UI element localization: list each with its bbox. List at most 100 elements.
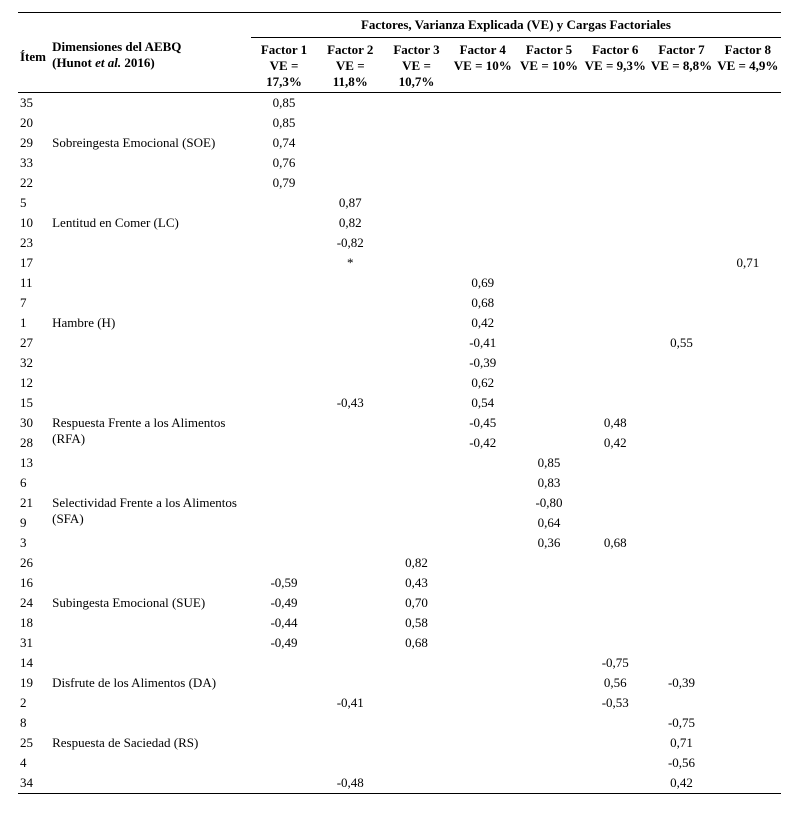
loading-cell-f5 [516,253,582,273]
loading-cell-f6 [582,373,648,393]
loading-cell-f7 [648,133,714,153]
dimension-empty [50,713,251,733]
loading-cell-f4 [450,633,516,653]
loading-cell-f7 [648,233,714,253]
loading-cell-f8 [715,453,781,473]
item-cell: 8 [18,713,50,733]
factor-name: Factor 3 [385,42,447,58]
loading-cell-f4 [450,113,516,133]
item-cell: 32 [18,353,50,373]
dimension-empty [50,653,251,673]
loading-cell-f2 [317,713,383,733]
loading-cell-f3 [383,753,449,773]
loading-cell-f8 [715,513,781,533]
loading-cell-f4 [450,713,516,733]
loading-cell-f2: -0,48 [317,773,383,794]
loading-cell-f1 [251,353,317,373]
item-cell: 31 [18,633,50,653]
loading-cell-f8 [715,413,781,433]
loading-cell-f7 [648,393,714,413]
loading-cell-f7: 0,55 [648,333,714,353]
table-row: 350,85 [18,93,781,114]
loading-cell-f3 [383,473,449,493]
loading-cell-f5 [516,433,582,453]
loading-cell-f2: * [317,253,383,273]
loading-cell-f2: -0,82 [317,233,383,253]
loading-cell-f8 [715,473,781,493]
item-cell: 29 [18,133,50,153]
loading-cell-f3 [383,773,449,794]
loading-cell-f2 [317,493,383,513]
dim-line2-suffix: 2016) [121,55,155,70]
factor-ve: VE = 10,7% [385,58,447,90]
loading-cell-f4 [450,133,516,153]
factor-header-7: Factor 7VE = 8,8% [648,38,714,93]
factors-span-title: Factores, Varianza Explicada (VE) y Carg… [361,17,671,32]
loading-cell-f2 [317,453,383,473]
loading-cell-f2: -0,41 [317,693,383,713]
loading-cell-f2 [317,293,383,313]
loading-cell-f4 [450,673,516,693]
loading-cell-f8 [715,673,781,693]
loading-cell-f7 [648,513,714,533]
loading-cell-f8 [715,133,781,153]
loading-cell-f4: 0,42 [450,313,516,333]
loading-cell-f5: 0,85 [516,453,582,473]
loading-cell-f5 [516,213,582,233]
dimension-label: Selectividad Frente a los Alimentos (SFA… [50,493,251,553]
factor-ve: VE = 9,3% [584,58,646,74]
table-row: 29Sobreingesta Emocional (SOE)0,74 [18,133,781,153]
item-cell: 27 [18,333,50,353]
loading-cell-f3 [383,273,449,293]
loading-cell-f7 [648,693,714,713]
item-cell: 4 [18,753,50,773]
factor-name: Factor 7 [650,42,712,58]
loading-cell-f3 [383,493,449,513]
loading-cell-f3 [383,173,449,193]
loading-cell-f2: 0,82 [317,213,383,233]
loading-cell-f7 [648,453,714,473]
loading-cell-f7 [648,93,714,114]
loading-cell-f2: 0,87 [317,193,383,213]
loading-cell-f7 [648,253,714,273]
loading-cell-f2: -0,43 [317,393,383,413]
loading-cell-f4 [450,753,516,773]
factor-name: Factor 5 [518,42,580,58]
loading-cell-f3 [383,733,449,753]
loading-cell-f1 [251,273,317,293]
loading-cell-f8 [715,233,781,253]
loading-cell-f7: -0,56 [648,753,714,773]
loading-cell-f2 [317,373,383,393]
item-cell: 34 [18,773,50,794]
table-row: 16-0,590,43 [18,573,781,593]
loading-cell-f8 [715,313,781,333]
loading-cell-f1: -0,59 [251,573,317,593]
dimension-empty [50,573,251,593]
loading-cell-f8 [715,633,781,653]
loading-cell-f1 [251,653,317,673]
item-cell: 17 [18,253,50,273]
dimension-empty [50,113,251,133]
table-row: 24Subingesta Emocional (SUE)-0,490,70 [18,593,781,613]
dim-line2-prefix: (Hunot [52,55,95,70]
loading-cell-f8 [715,113,781,133]
loading-cell-f7 [648,213,714,233]
loading-cell-f6 [582,153,648,173]
loading-cell-f8 [715,493,781,513]
loading-cell-f6 [582,713,648,733]
loading-cell-f7 [648,573,714,593]
loading-cell-f1 [251,733,317,753]
loading-cell-f8 [715,373,781,393]
dimension-empty [50,93,251,114]
dimension-label: Hambre (H) [50,313,251,393]
loading-cell-f3: 0,68 [383,633,449,653]
loading-cell-f4: 0,62 [450,373,516,393]
loading-cell-f4: 0,68 [450,293,516,313]
table-row: 1Hambre (H)0,42 [18,313,781,333]
loading-cell-f5: -0,80 [516,493,582,513]
loading-cell-f2 [317,273,383,293]
item-cell: 18 [18,613,50,633]
loading-cell-f6 [582,613,648,633]
loading-cell-f1 [251,753,317,773]
loading-cell-f4 [450,593,516,613]
